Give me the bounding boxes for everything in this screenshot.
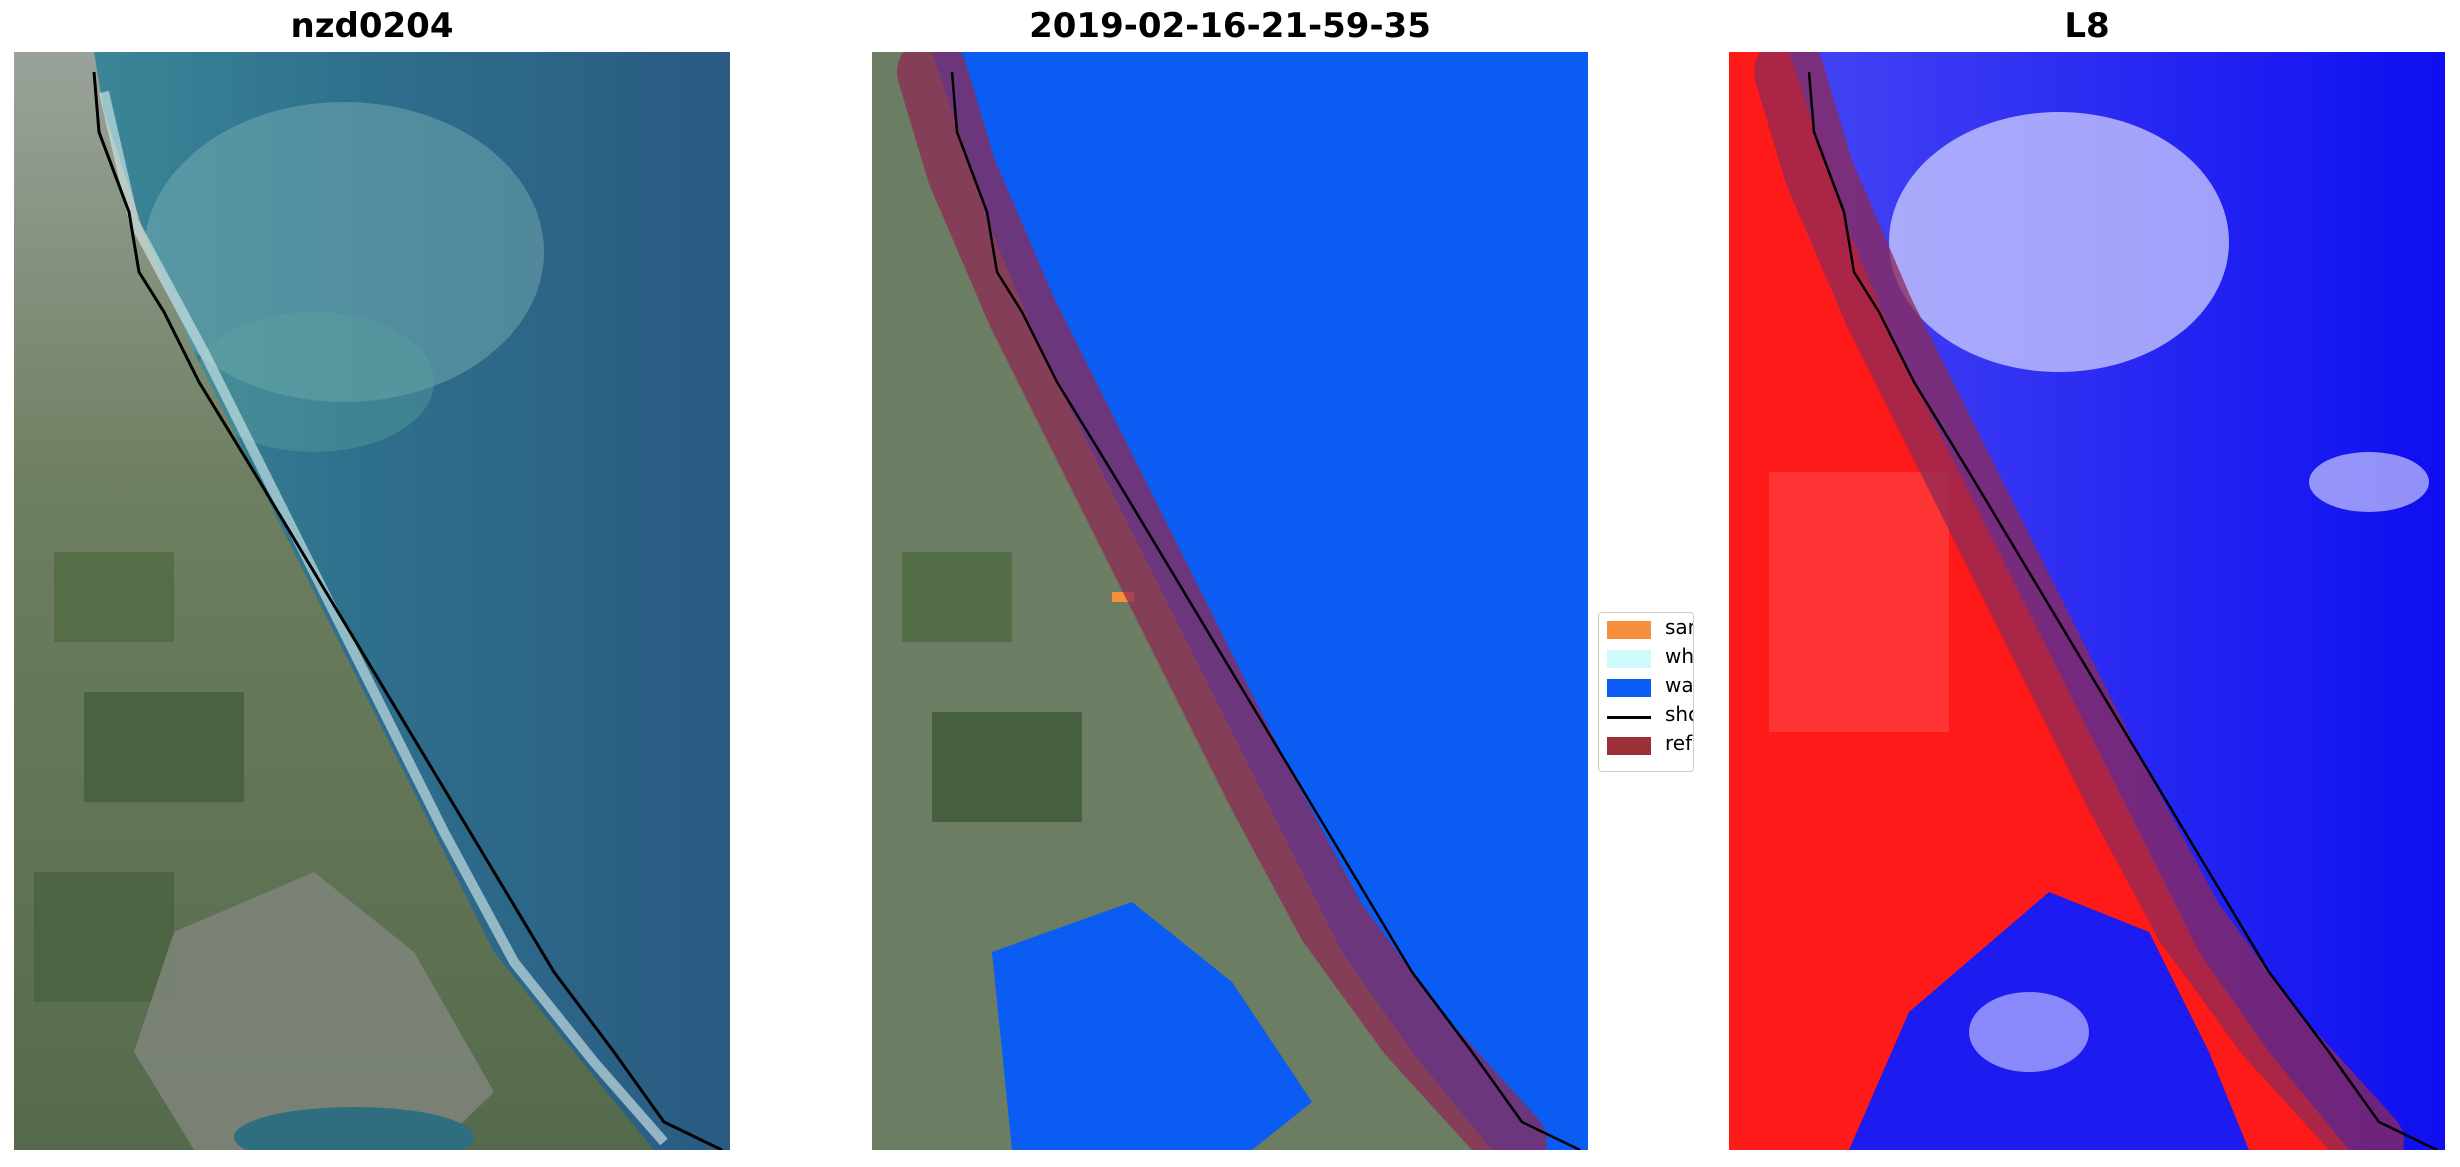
cloud-bright-area bbox=[1889, 112, 2229, 372]
land-texture bbox=[1769, 472, 1949, 732]
legend-label-whitewater: whitewater bbox=[1665, 644, 1694, 668]
field-patch bbox=[34, 872, 174, 1002]
legend-swatch-sand bbox=[1607, 621, 1651, 639]
sand-class-patch bbox=[1112, 592, 1134, 602]
rgb-satellite-image bbox=[14, 52, 730, 1150]
cloud-bright-area bbox=[2309, 452, 2429, 512]
field-patch bbox=[932, 712, 1082, 822]
legend: sand whitewater water shoreline referenc… bbox=[1598, 612, 1694, 772]
legend-swatch-reference-buffer bbox=[1607, 737, 1651, 755]
legend-item-whitewater: whitewater bbox=[1599, 642, 1694, 670]
field-patch bbox=[54, 552, 174, 642]
reference-buffer bbox=[1754, 52, 2404, 1150]
estuary-mudflat bbox=[134, 872, 494, 1150]
reference-buffer bbox=[897, 52, 1547, 1150]
index-image bbox=[1729, 52, 2445, 1150]
mudflat-index bbox=[1969, 992, 2089, 1072]
legend-item-reference-buffer: reference shoreline buffer bbox=[1599, 729, 1693, 757]
legend-swatch-water bbox=[1607, 679, 1651, 697]
cloud-haze bbox=[144, 102, 544, 402]
legend-item-sand: sand bbox=[1599, 613, 1693, 641]
panel-title-rgb: nzd0204 bbox=[290, 6, 454, 46]
legend-label-reference-buffer: reference shoreline buffer bbox=[1665, 731, 1693, 755]
field-patch bbox=[902, 552, 1012, 642]
legend-item-water: water bbox=[1599, 671, 1694, 699]
legend-item-shoreline: shoreline bbox=[1599, 700, 1693, 728]
legend-label-water: water bbox=[1665, 673, 1694, 697]
legend-swatch-shoreline bbox=[1607, 716, 1651, 719]
legend-label-shoreline: shoreline bbox=[1665, 702, 1693, 726]
sediment-plume bbox=[194, 312, 434, 452]
shoreline-line bbox=[1807, 71, 2438, 1150]
field-patch bbox=[84, 692, 244, 802]
shoreline-line bbox=[92, 71, 723, 1150]
panel-title-index: L8 bbox=[2064, 6, 2110, 46]
classified-image bbox=[872, 52, 1588, 1150]
estuary-channel bbox=[234, 1107, 474, 1150]
shoreline-line bbox=[950, 71, 1581, 1150]
panel-title-classified: 2019-02-16-21-59-35 bbox=[1029, 6, 1431, 46]
legend-label-sand: sand bbox=[1665, 615, 1693, 639]
legend-swatch-whitewater bbox=[1607, 650, 1651, 668]
estuary-water bbox=[992, 902, 1312, 1150]
surf-zone bbox=[99, 90, 668, 1146]
